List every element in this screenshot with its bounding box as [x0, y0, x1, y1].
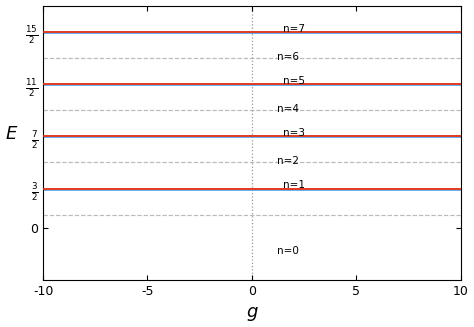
- Text: n=0: n=0: [277, 246, 299, 256]
- Text: n=7: n=7: [283, 24, 305, 34]
- Text: n=4: n=4: [277, 104, 299, 114]
- Y-axis label: E: E: [6, 125, 17, 143]
- Text: n=3: n=3: [283, 128, 305, 138]
- Text: n=1: n=1: [283, 181, 305, 190]
- X-axis label: g: g: [246, 303, 257, 321]
- Text: n=2: n=2: [277, 156, 299, 166]
- Text: n=5: n=5: [283, 76, 305, 86]
- Text: n=6: n=6: [277, 52, 299, 61]
